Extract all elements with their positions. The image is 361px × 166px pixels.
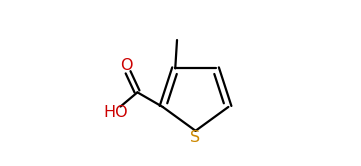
Text: S: S <box>191 130 201 145</box>
Text: O: O <box>121 58 133 73</box>
Text: HO: HO <box>103 105 128 120</box>
